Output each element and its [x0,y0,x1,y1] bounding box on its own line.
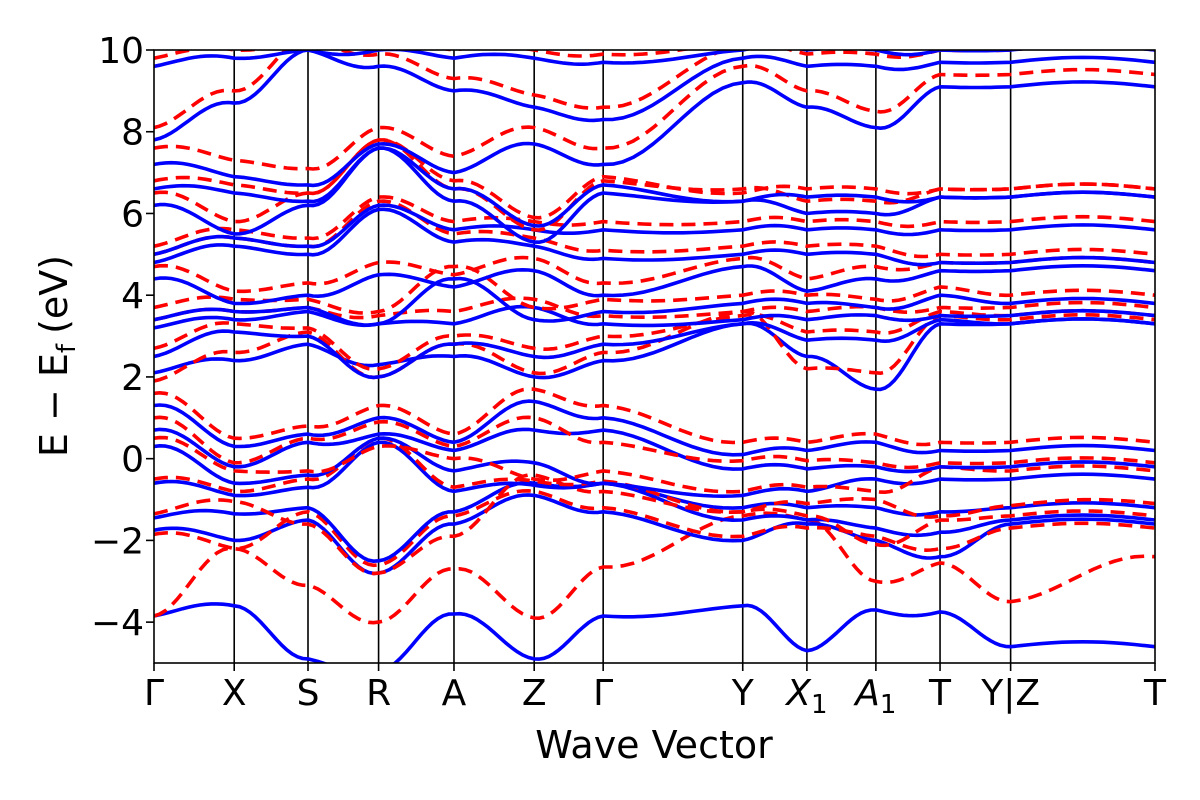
band-solid-14 [154,203,1155,257]
band-dashed-1 [154,511,1155,625]
band-solid-12 [154,264,1155,306]
x-axis: Γ X S R A Z Γ Y X1 A1 T Y|Z T [144,663,1167,720]
y-tick-label: 4 [121,276,144,317]
y-axis-title-unit: (eV) [32,255,76,334]
x-tick-label: Γ [593,673,613,714]
band-dashed-11 [154,264,1155,315]
band-solid-16 [154,146,1155,228]
band-dashed-19 [154,50,692,60]
x-tick-label: Γ [144,673,164,714]
band-solid-2 [154,493,1155,576]
bands-layer [154,50,1155,663]
x-tick-label: X [222,673,247,714]
band-dashed-16 [154,138,1155,220]
y-tick-label: 10 [98,31,144,72]
kpoint-dividers [233,50,1012,663]
x-tick-label: Y|Z [980,673,1040,714]
x-tick-label: X1 [784,673,827,720]
x-tick-label: T [1143,673,1167,714]
x-tick-label: R [366,673,391,714]
band-dashed-17 [154,63,1155,171]
y-tick-label: 0 [121,440,144,481]
y-tick-label: −4 [91,603,144,644]
y-axis-title: E − Ef (eV) [32,255,82,457]
band-solid-1 [154,602,1155,663]
band-dashed-9 [154,308,1155,372]
x-tick-label: S [297,673,320,714]
x-tick-label: Y [731,673,755,714]
band-solid-18 [154,50,1155,142]
band-solid-10 [154,304,1155,330]
y-tick-label: 2 [121,358,144,399]
band-solid-9 [154,317,1155,380]
band-dashed-4 [154,436,1155,519]
x-axis-title: Wave Vector [535,723,773,767]
plot-background [154,50,1155,663]
x-tick-label: Z [522,673,547,714]
y-axis-title-sub: f [52,343,82,353]
band-dashed-14 [154,195,1155,248]
band-solid-7 [154,399,1155,457]
plot-frame [153,49,1156,664]
band-dashed-3 [154,473,1155,576]
band-solid-17 [154,80,1155,188]
band-solid-13 [154,207,1155,267]
band-dashed-7 [154,387,1155,447]
x-tick-label: A [442,673,467,714]
band-dashed-6 [154,415,1155,470]
band-dashed-18 [154,50,1155,130]
band-solid-8 [154,317,1155,392]
band-dashed-2 [154,488,1155,568]
band-solid-6 [154,427,1155,474]
band-solid-5 [154,436,1155,498]
x-tick-label-sub: 1 [880,690,897,720]
y-tick-label: 6 [121,194,144,235]
x-tick-label: A1 [853,673,896,720]
band-solid-11 [154,276,1155,327]
y-axis-title-main: E − E [32,353,76,457]
x-tick-label-sub: 1 [811,690,828,720]
x-tick-label: T [928,673,952,714]
band-solid-19 [154,50,1155,69]
y-tick-label: −2 [91,521,144,562]
y-axis: 10 8 6 4 2 0 −2 −4 [91,31,154,644]
y-tick-label: 8 [121,113,144,154]
